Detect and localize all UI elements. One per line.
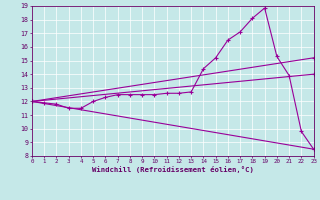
X-axis label: Windchill (Refroidissement éolien,°C): Windchill (Refroidissement éolien,°C) [92,166,254,173]
